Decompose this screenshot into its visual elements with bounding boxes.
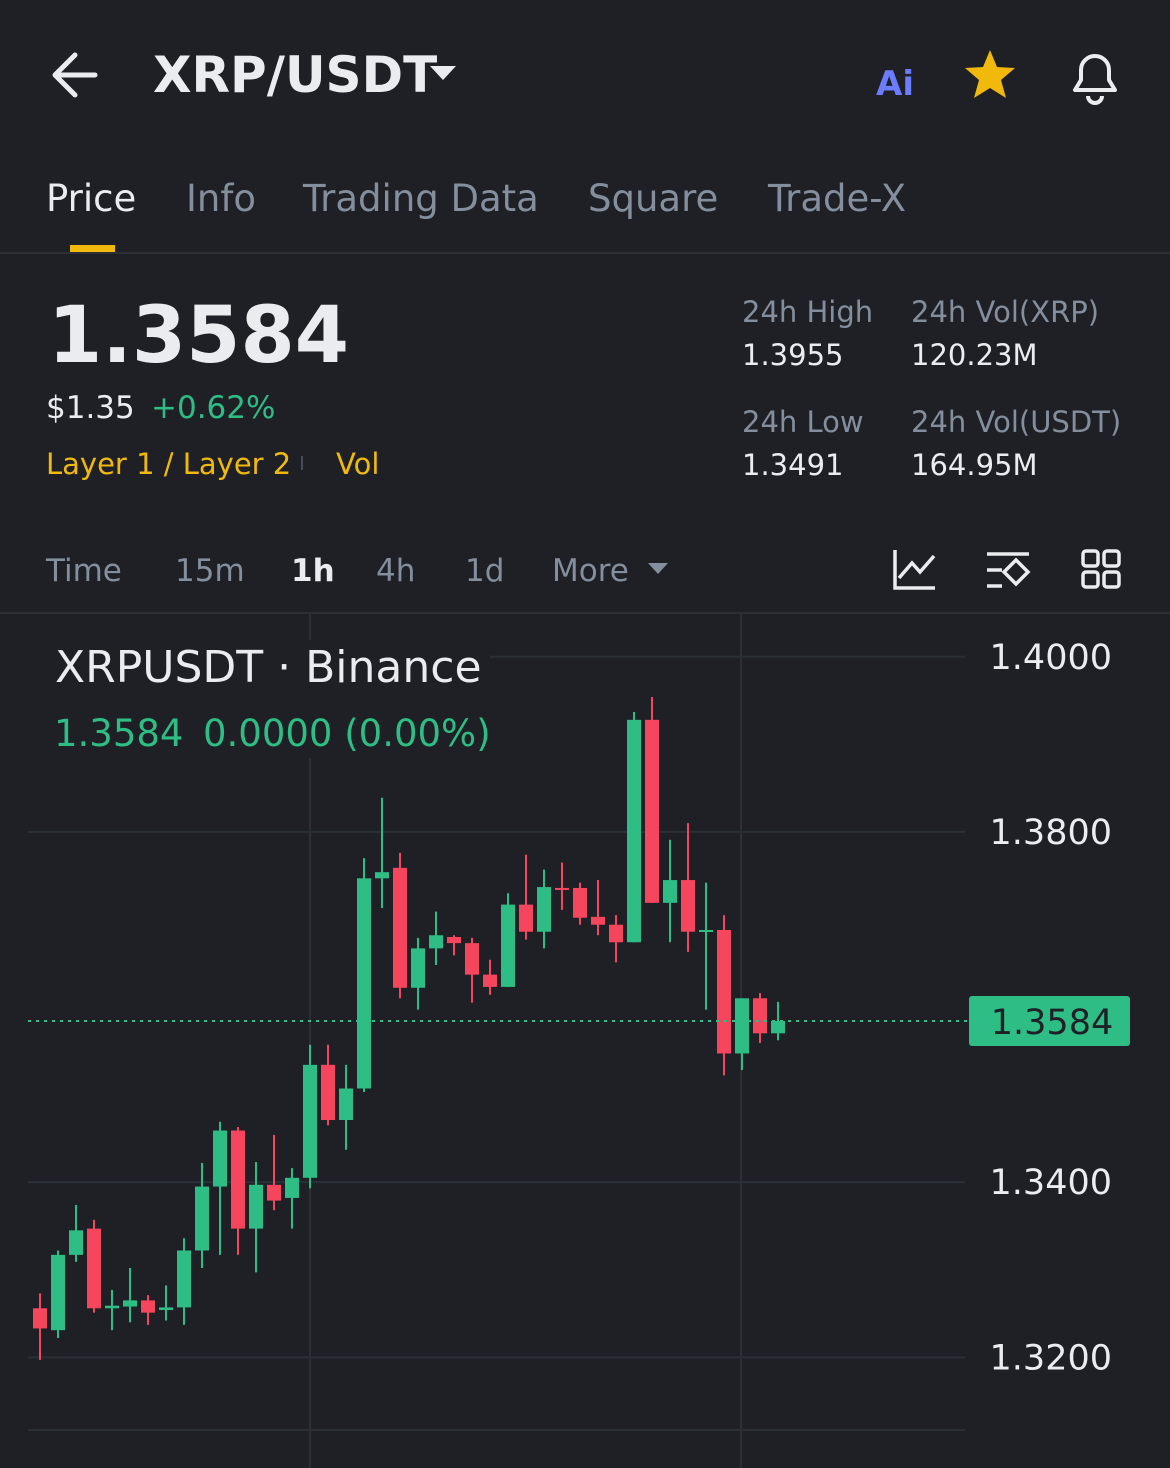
legend-backdrop [28, 640, 490, 758]
candle-body [33, 1308, 47, 1329]
last-price: 1.3584 [48, 291, 349, 381]
candle-body [411, 948, 425, 988]
ai-button[interactable]: Ai [876, 64, 914, 104]
candle-body [339, 1088, 353, 1121]
candle-body [267, 1184, 281, 1201]
interval[interactable]: More [552, 553, 629, 589]
y-tick-label: 1.3200 [990, 1338, 1112, 1378]
more-caret[interactable] [648, 563, 668, 574]
favorite-star[interactable] [965, 50, 1015, 98]
tag[interactable]: Layer 1 / Layer 2 [46, 447, 291, 481]
pair-dropdown[interactable] [430, 66, 456, 80]
candle-body [555, 887, 569, 890]
candle-body [519, 904, 533, 932]
candle-body [699, 929, 713, 932]
candle-body [231, 1130, 245, 1229]
candle-body [249, 1184, 263, 1229]
candle-body [51, 1254, 65, 1331]
candle-body [663, 880, 677, 903]
y-tick-label: 1.3400 [990, 1163, 1112, 1203]
stat-value: 120.23M [911, 338, 1038, 372]
candle-body [465, 943, 479, 975]
candle-body [627, 719, 641, 943]
tab[interactable]: Square [588, 177, 718, 220]
candle-body [69, 1230, 83, 1255]
chart-type-button[interactable] [893, 550, 936, 590]
candle-body [357, 878, 371, 1089]
candle-body [177, 1250, 191, 1308]
interval[interactable]: 15m [175, 553, 245, 589]
legend-price: 1.3584 [54, 712, 183, 755]
price-change: +0.62% [151, 390, 275, 426]
candle-body [393, 867, 407, 988]
tab[interactable]: Price [46, 177, 136, 220]
candle-body [303, 1064, 317, 1178]
last-price-label: 1.3584 [991, 1003, 1113, 1043]
candle-body [195, 1186, 209, 1251]
candle-body [681, 880, 695, 932]
candle-body [447, 936, 461, 944]
candle-body [735, 998, 749, 1054]
interval[interactable]: Time [45, 553, 122, 589]
stat-label: 24h Vol(USDT) [911, 405, 1121, 439]
candle-body [537, 887, 551, 932]
candle-body [573, 887, 587, 918]
candle-body [87, 1228, 101, 1309]
candle-body [501, 904, 515, 987]
tag[interactable]: Vol [336, 447, 379, 481]
candle-body [645, 719, 659, 903]
tab-indicator [70, 245, 115, 252]
indicator-button[interactable] [987, 552, 1031, 588]
y-tick-label: 1.4000 [990, 638, 1112, 678]
bell-button[interactable] [1073, 54, 1117, 105]
interval[interactable]: 4h [376, 553, 415, 589]
layout-button[interactable] [1081, 549, 1121, 589]
back-button[interactable] [52, 52, 98, 98]
candle-body [429, 935, 443, 949]
candle-body [717, 929, 731, 1054]
stat-value: 1.3955 [742, 338, 843, 372]
tab[interactable]: Trade-X [767, 177, 906, 220]
candle-body [321, 1064, 335, 1121]
usd-price: $1.35 [46, 390, 135, 426]
candle-body [213, 1130, 227, 1187]
candle-body [609, 924, 623, 943]
candle-body [141, 1300, 155, 1313]
candle-body [375, 872, 389, 879]
chart-title: XRPUSDT · Binance [55, 642, 482, 693]
pair-title[interactable]: XRP/USDT [153, 46, 437, 104]
stat-label: 24h Low [742, 405, 864, 439]
candle-body [771, 1021, 785, 1034]
candle-body [753, 998, 767, 1034]
candle-body [483, 974, 497, 987]
last-price-tag [969, 996, 1130, 1047]
stat-value: 164.95M [911, 448, 1038, 482]
y-tick-label: 1.3800 [990, 813, 1112, 853]
tab[interactable]: Trading Data [302, 177, 539, 220]
stat-label: 24h High [742, 295, 873, 329]
interval[interactable]: 1h [291, 553, 335, 589]
candle-body [123, 1300, 137, 1307]
candle-body [591, 916, 605, 925]
stat-value: 1.3491 [742, 448, 843, 482]
candle-body [105, 1305, 119, 1309]
candle-body [159, 1307, 173, 1311]
legend-change: 0.0000 (0.00%) [203, 712, 491, 755]
stat-label: 24h Vol(XRP) [911, 295, 1099, 329]
interval[interactable]: 1d [465, 553, 504, 589]
candle-body [285, 1177, 299, 1198]
tab[interactable]: Info [186, 177, 256, 220]
